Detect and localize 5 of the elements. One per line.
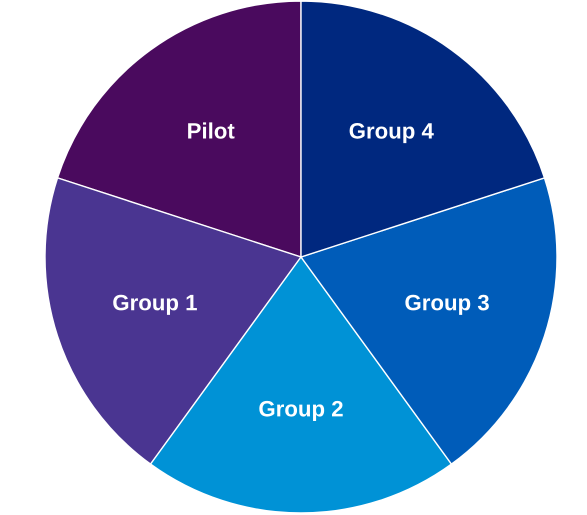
slice-label: Group 4 — [350, 122, 434, 144]
slice-label: Group 2 — [259, 400, 343, 421]
slice-label: Pilot — [188, 122, 235, 139]
slice-label: Group 1 — [113, 294, 197, 315]
slice-label: Group 3 — [405, 294, 489, 315]
